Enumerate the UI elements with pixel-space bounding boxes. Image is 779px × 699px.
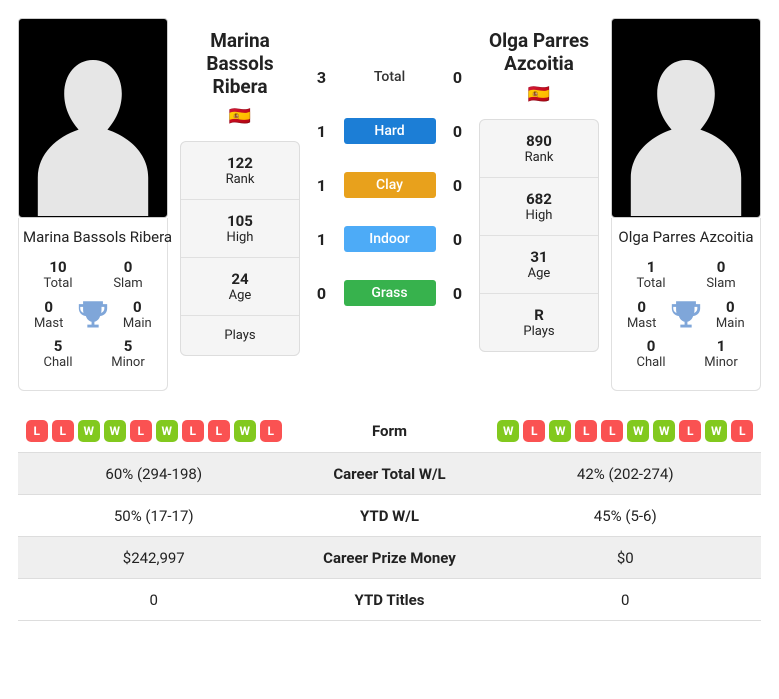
stats-table: LLWWLWLLWLFormWLWLLWWLWL60% (294-198)Car… [18, 409, 761, 621]
trophy-icon [76, 297, 110, 331]
stat-label: Career Prize Money [290, 539, 490, 577]
trophy-icon [669, 297, 703, 331]
stat-label: YTD W/L [290, 497, 490, 535]
form-badge: W [234, 420, 256, 442]
form-badge: L [130, 420, 152, 442]
form-badge: W [497, 420, 519, 442]
titles-card-name: Olga Parres Azcoitia [616, 228, 756, 246]
form-badge: W [78, 420, 100, 442]
h2h-surface-row: 0Grass0 [312, 280, 467, 306]
stat-label: YTD Titles [290, 581, 490, 619]
h2h-column: 3 Total 0 1Hard01Clay01Indoor00Grass0 [312, 18, 467, 391]
form-badge: L [26, 420, 48, 442]
form-badge: L [575, 420, 597, 442]
player-photo-left [18, 18, 168, 218]
form-badge: L [260, 420, 282, 442]
form-badge: W [705, 420, 727, 442]
player-name-right: Olga Parres Azcoitia [479, 30, 599, 76]
titles-card-name: Marina Bassols Ribera [23, 228, 163, 246]
table-row: 0YTD Titles0 [18, 579, 761, 621]
flag-icon: 🇪🇸 [479, 84, 599, 105]
stat-card-right: 890Rank 682High 31Age RPlays [479, 119, 599, 352]
stat-label: Form [290, 412, 490, 450]
player-name-left: Marina Bassols Ribera [180, 30, 300, 98]
table-row: $242,997Career Prize Money$0 [18, 537, 761, 579]
table-row: 50% (17-17)YTD W/L45% (5-6) [18, 495, 761, 537]
form-sequence: WLWLLWWLWL [496, 420, 756, 442]
form-badge: L [523, 420, 545, 442]
surface-badge: Indoor [344, 226, 436, 252]
player-photo-right [611, 18, 761, 218]
stat-label: Career Total W/L [290, 455, 490, 493]
form-badge: L [679, 420, 701, 442]
form-badge: L [731, 420, 753, 442]
surface-badge: Grass [344, 280, 436, 306]
form-badge: W [549, 420, 571, 442]
table-row: LLWWLWLLWLFormWLWLLWWLWL [18, 409, 761, 453]
form-badge: W [156, 420, 178, 442]
form-badge: L [182, 420, 204, 442]
form-badge: W [627, 420, 649, 442]
surface-badge: Hard [344, 118, 436, 144]
stat-card-left: 122Rank 105High 24Age Plays [180, 141, 300, 356]
form-badge: L [601, 420, 623, 442]
flag-icon: 🇪🇸 [180, 106, 300, 127]
form-badge: W [104, 420, 126, 442]
h2h-surface-row: 1Clay0 [312, 172, 467, 198]
titles-card-left: Marina Bassols Ribera 10Total 0Slam 0Mas… [18, 218, 168, 391]
h2h-surface-row: 1Indoor0 [312, 226, 467, 252]
form-badge: W [653, 420, 675, 442]
form-sequence: LLWWLWLLWL [24, 420, 284, 442]
form-badge: L [208, 420, 230, 442]
titles-card-right: Olga Parres Azcoitia 1Total 0Slam 0Mast … [611, 218, 761, 391]
surface-badge: Clay [344, 172, 436, 198]
table-row: 60% (294-198)Career Total W/L42% (202-27… [18, 453, 761, 495]
form-badge: L [52, 420, 74, 442]
h2h-surface-row: 1Hard0 [312, 118, 467, 144]
